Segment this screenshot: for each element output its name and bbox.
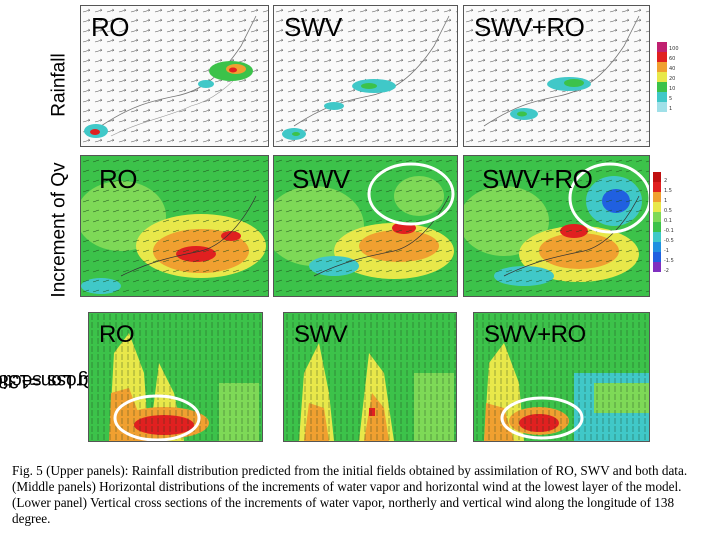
qv-color-legend: 2 1.5 1 0.5 0.1 -0.1 -0.5 -1 -1.5 -2 xyxy=(653,172,687,282)
qv-legend-tick: 0.1 xyxy=(664,218,672,224)
rain-legend-tick: 60 xyxy=(669,56,676,62)
rainfall-map-ro xyxy=(81,6,268,146)
highlight-circle xyxy=(367,162,455,226)
rain-legend-tick: 5 xyxy=(669,96,673,102)
panel-label-ro: RO xyxy=(99,164,138,194)
cross-section-swv-ro xyxy=(474,313,649,441)
row-label-rainfall: Rainfall xyxy=(49,53,70,117)
qv-map-swv-ro xyxy=(464,156,649,296)
rainfall-color-legend: 100 60 40 20 10 5 1 xyxy=(657,42,687,122)
rain-legend-tick: 1 xyxy=(669,106,673,112)
rainfall-panel-swv-ro: SWV+RO xyxy=(463,5,650,147)
qv-legend-tick: -2 xyxy=(664,268,669,274)
rainfall-map-swv-ro xyxy=(464,6,649,146)
highlight-circle xyxy=(500,396,584,440)
panel-label-swv: SWV xyxy=(292,164,350,194)
panel-label-swv-ro: SWV+RO xyxy=(482,164,593,194)
qv-panel-swv-ro: SWV+RO xyxy=(463,155,650,297)
cross-panel-swv: SWV xyxy=(283,312,457,442)
cross-panel-ro: RO xyxy=(88,312,263,442)
qv-panel-swv: SWV xyxy=(273,155,458,297)
qv-map-swv xyxy=(274,156,457,296)
qv-legend-tick: 2 xyxy=(664,178,668,184)
rainfall-map-swv xyxy=(274,6,457,146)
panel-label-swv-ro: SWV+RO xyxy=(484,321,586,348)
qv-legend-tick: -0.5 xyxy=(664,238,674,244)
qv-map-ro xyxy=(81,156,268,296)
qv-legend-tick: -1 xyxy=(664,248,669,254)
panel-label-swv-ro: SWV+RO xyxy=(474,12,585,42)
qv-legend-tick: -1.5 xyxy=(664,258,674,264)
rainfall-panel-ro: RO xyxy=(80,5,269,147)
qv-legend-tick: 1.5 xyxy=(664,188,672,194)
row-label-qv: Increment of Qv xyxy=(49,162,71,298)
rain-legend-tick: 20 xyxy=(669,76,676,82)
rain-legend-tick: 10 xyxy=(669,86,676,92)
panel-label-ro: RO xyxy=(99,321,135,348)
row-label-cross-section: Cross sectionalong Lon=138 xyxy=(0,310,124,450)
panel-label-swv: SWV xyxy=(284,12,342,42)
qv-legend-tick: 0.5 xyxy=(664,208,672,214)
cross-section-swv xyxy=(284,313,456,441)
highlight-circle xyxy=(113,394,201,441)
qv-panel-ro: RO xyxy=(80,155,269,297)
cross-section-ro xyxy=(89,313,262,441)
panel-label-ro: RO xyxy=(91,12,130,42)
rain-legend-tick: 100 xyxy=(669,46,679,52)
figure-caption: Fig. 5 (Upper panels): Rainfall distribu… xyxy=(12,463,688,526)
qv-legend-tick: -0.1 xyxy=(664,228,674,234)
rain-legend-tick: 40 xyxy=(669,66,676,72)
rainfall-panel-swv: SWV xyxy=(273,5,458,147)
highlight-circle xyxy=(568,162,649,234)
cross-panel-swv-ro: SWV+RO xyxy=(473,312,650,442)
panel-label-swv: SWV xyxy=(294,321,348,348)
qv-legend-tick: 1 xyxy=(664,198,668,204)
